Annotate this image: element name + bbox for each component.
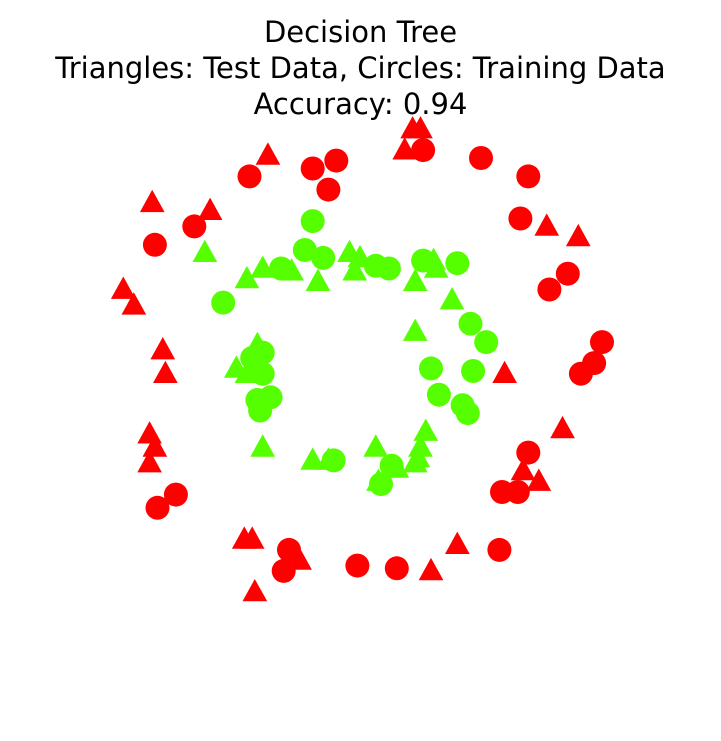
red-train-circle-point [555,261,580,286]
red-test-triangle-point [565,223,591,247]
chart-subtitle: Triangles: Test Data, Circles: Training … [55,51,666,85]
red-test-triangle-point [392,137,418,160]
red-test-triangle-point [287,547,312,570]
red-train-circle-point [590,330,614,355]
red-train-circle-point [316,177,341,202]
green-test-triangle-point [423,255,449,278]
red-test-triangle-point [242,579,268,602]
red-test-triangle-point [142,434,168,457]
red-train-circle-point [271,558,296,583]
red-train-circle-point [516,164,541,189]
green-train-circle-point [458,311,483,336]
chart-title: Decision Tree [263,15,458,49]
green-train-circle-point [419,356,443,381]
green-test-triangle-point [279,258,304,281]
red-test-triangle-point [445,531,470,554]
green-test-triangle-point [316,447,341,470]
red-train-circle-point [163,482,188,507]
red-train-circle-point [516,440,541,465]
red-train-circle-point [324,148,349,173]
red-test-triangle-point [239,526,265,549]
green-train-circle-point [376,256,401,281]
green-train-circle-point [311,245,336,270]
red-train-circle-point [300,156,325,181]
green-train-circle-point [445,251,470,276]
red-test-triangle-point [150,337,176,360]
red-test-triangle-point [110,276,136,299]
green-test-triangle-point [402,450,428,473]
red-test-triangle-point [121,292,147,315]
red-test-triangle-point [137,450,162,473]
green-test-triangle-point [250,434,275,457]
red-test-triangle-point [510,458,536,481]
green-test-triangle-point [234,266,260,289]
green-train-circle-point [461,359,486,383]
green-train-circle-point [211,290,236,315]
red-test-triangle-point [408,116,433,139]
red-test-triangle-point [534,213,560,236]
green-train-circle-point [455,401,480,426]
green-test-triangle-point [363,434,389,457]
red-test-triangle-point [139,189,165,213]
green-train-circle-point [474,330,499,355]
red-train-circle-point [505,480,530,504]
red-test-triangle-point [550,415,575,439]
red-train-circle-point [411,138,436,163]
red-train-circle-point [568,361,593,386]
red-train-circle-point [345,553,370,578]
green-test-triangle-point [402,268,428,291]
red-train-circle-point [469,146,493,170]
green-test-triangle-point [300,447,325,470]
red-train-circle-point [145,495,170,520]
red-test-triangle-point [492,360,517,383]
red-test-triangle-point [255,142,281,165]
red-train-circle-point [237,164,262,189]
red-train-circle-point [142,232,167,257]
green-train-circle-point [426,382,451,407]
green-train-circle-point [300,209,325,234]
green-test-triangle-point [250,255,275,278]
red-train-circle-point [182,214,207,239]
green-test-triangle-point [234,360,260,383]
chart-accuracy: Accuracy: 0.94 [253,87,468,121]
red-test-triangle-point [197,197,223,220]
green-test-triangle-point [342,258,368,281]
red-test-triangle-point [137,421,162,444]
green-test-triangle-point [245,331,270,355]
green-test-triangle-point [439,287,465,310]
red-train-circle-point [384,556,409,581]
green-train-circle-point [248,398,273,423]
red-train-circle-point [537,277,562,302]
green-test-triangle-point [192,239,218,262]
green-test-triangle-point [366,468,391,491]
green-test-triangle-point [384,455,410,478]
chart-title-block: Decision Tree Triangles: Test Data, Circ… [0,14,721,122]
red-test-triangle-point [526,468,552,491]
red-train-circle-point [487,537,512,562]
red-test-triangle-point [418,557,444,581]
green-test-triangle-point [408,434,433,457]
red-test-triangle-point [153,360,178,383]
green-test-triangle-point [413,418,439,441]
green-test-triangle-point [305,268,331,291]
green-test-triangle-point [402,318,428,341]
green-train-circle-point [292,238,317,262]
red-train-circle-point [508,206,533,231]
